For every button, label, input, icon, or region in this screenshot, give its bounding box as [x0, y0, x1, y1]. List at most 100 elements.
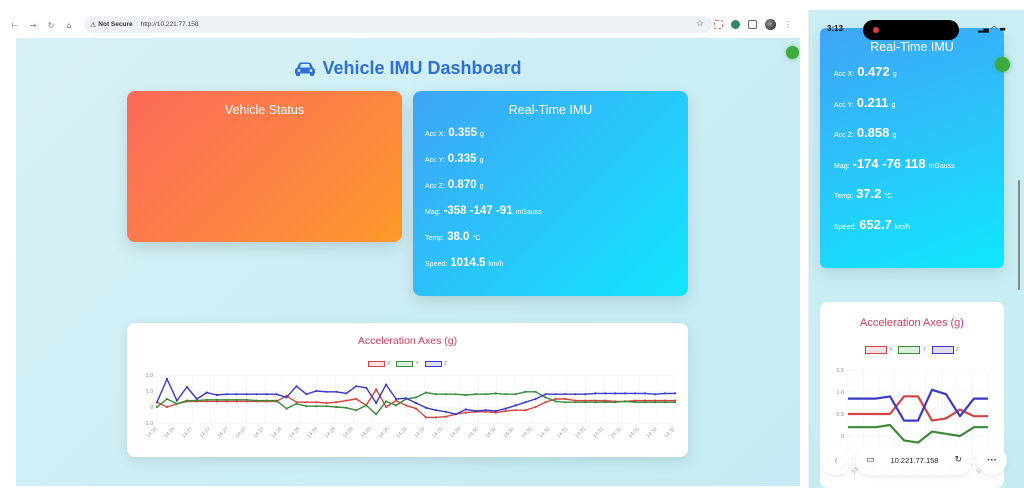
browser-menu-icon[interactable]: ⋮: [784, 20, 792, 29]
imu-row-acc-z: Acc Z: 0.870 g: [425, 179, 484, 191]
signal-wifi-battery-icons: ▂▄ ◠ ▬: [978, 25, 1006, 33]
mobile-connection-status-dot: [995, 57, 1010, 72]
mobile-address-bar[interactable]: ▭ 10.221.77.158 ↻: [856, 445, 972, 475]
svg-text:14:29: 14:29: [395, 426, 408, 439]
home-icon[interactable]: ⌂: [66, 20, 72, 30]
svg-text:14:30: 14:30: [520, 426, 533, 439]
mobile-scrollbar[interactable]: [1018, 180, 1020, 290]
extensions-puzzle-icon[interactable]: [748, 20, 757, 29]
mobile-chart-title: Acceleration Axes (g): [860, 317, 964, 329]
svg-text:1.0: 1.0: [146, 389, 153, 395]
svg-text:14:29: 14:29: [378, 426, 391, 439]
car-icon: [295, 62, 316, 76]
acceleration-chart-card: Acceleration Axes (g) X Y Z 2.0 1.: [127, 323, 688, 457]
svg-text:14:27: 14:27: [181, 426, 194, 439]
mobile-imu-row-mag: Mag: -174 -76 118 mGauss: [834, 155, 955, 171]
connection-status-dot: [786, 46, 799, 59]
svg-text:14:27: 14:27: [217, 426, 230, 439]
mobile-view: Real-Time IMU Acc X: 0.472 g Acc Y: 0.21…: [808, 10, 1024, 488]
svg-text:14:29: 14:29: [360, 426, 373, 439]
extension-icons: ⋮: [714, 19, 792, 30]
svg-text:14:31: 14:31: [610, 426, 623, 439]
mobile-legend-item-y[interactable]: Y: [898, 346, 926, 354]
mobile-more-button[interactable]: ···: [977, 445, 1007, 475]
mobile-back-button[interactable]: ‹: [821, 445, 851, 475]
svg-text:14:28: 14:28: [270, 426, 283, 439]
svg-text:14:29: 14:29: [431, 426, 444, 439]
mobile-browser-nav: ‹ ▭ 10.221.77.158 ↻ ···: [821, 445, 1007, 475]
mobile-url[interactable]: 10.221.77.158: [890, 455, 939, 465]
browser-toolbar: ⊢ → ↻ ⌂ ⚠ Not Secure http://10.221.77.15…: [0, 16, 808, 34]
svg-text:1.0: 1.0: [836, 390, 844, 396]
svg-text:14:31: 14:31: [556, 426, 569, 439]
svg-text:14:32: 14:32: [645, 426, 658, 439]
svg-text:14:30: 14:30: [485, 426, 498, 439]
reload-icon[interactable]: ↻: [47, 20, 55, 30]
svg-text:14:31: 14:31: [574, 426, 587, 439]
svg-text:14:29: 14:29: [413, 426, 426, 439]
imu-row-mag: Mag: -358 -147 -91 mGauss: [425, 205, 542, 217]
recording-indicator-icon: [873, 27, 879, 33]
mobile-legend-item-x[interactable]: X: [865, 346, 892, 354]
svg-text:0: 0: [841, 434, 844, 440]
svg-text:14:28: 14:28: [342, 426, 355, 439]
svg-text:14:30: 14:30: [538, 426, 551, 439]
mobile-imu-title: Real-Time IMU: [870, 40, 954, 54]
dashboard-page: Vehicle IMU Dashboard Vehicle Status Rea…: [16, 38, 800, 486]
mobile-reload-icon[interactable]: ↻: [954, 455, 962, 465]
chart-title: Acceleration Axes (g): [357, 335, 458, 347]
desktop-browser: ⊢ → ↻ ⌂ ⚠ Not Secure http://10.221.77.15…: [0, 10, 808, 488]
svg-text:1.5: 1.5: [836, 368, 844, 374]
acceleration-line-chart[interactable]: 2.01.00-1.014:26 14:26 14:27 14:27 14:27 14:2…: [127, 323, 688, 457]
mobile-chart-legend: X Y Z: [820, 346, 1004, 354]
mobile-imu-row-acc-y: Acc Y: 0.211 g: [834, 94, 896, 110]
svg-text:14:31: 14:31: [628, 426, 641, 439]
svg-text:14:26: 14:26: [145, 426, 158, 439]
speed-value: 1014.5: [450, 257, 486, 269]
vehicle-status-card: Vehicle Status: [127, 91, 402, 242]
temp-value: 38.0: [447, 231, 470, 243]
acc-x-value: 0.355: [448, 127, 478, 139]
profile-avatar-icon[interactable]: [765, 19, 776, 30]
svg-text:0.5: 0.5: [836, 412, 844, 418]
dynamic-island: [863, 20, 959, 40]
svg-text:14:28: 14:28: [288, 426, 301, 439]
legend-item-z[interactable]: Z: [424, 361, 447, 367]
security-indicator[interactable]: ⚠ Not Secure: [90, 20, 133, 29]
imu-row-speed: Speed: 1014.5 km/h: [425, 257, 504, 269]
imu-readings: Acc X: 0.355 g Acc Y: 0.335 g Acc Z: 0.8…: [413, 127, 688, 283]
screenshot-extension-icon[interactable]: [714, 20, 723, 29]
mag-value: -358 -147 -91: [443, 205, 513, 217]
svg-text:14:27: 14:27: [252, 426, 265, 439]
svg-text:14:28: 14:28: [324, 426, 337, 439]
address-bar[interactable]: ⚠ Not Secure http://10.221.77.158 ☆: [84, 16, 712, 33]
acc-y-value: 0.335: [447, 153, 477, 165]
mobile-legend-item-z[interactable]: Z: [931, 346, 959, 354]
svg-text:14:26: 14:26: [163, 426, 176, 439]
back-icon[interactable]: ⊢: [11, 20, 19, 30]
mobile-imu-readings: Acc X: 0.472 g Acc Y: 0.211 g Acc Z: 0.8…: [820, 64, 1004, 247]
mobile-imu-row-temp: Temp: 37.2 °C: [834, 186, 893, 201]
svg-text:14:27: 14:27: [199, 426, 212, 439]
legend-item-y[interactable]: Y: [396, 361, 419, 367]
page-title: Vehicle IMU Dashboard: [16, 58, 800, 79]
mobile-imu-row-speed: Speed: 652.7 km/h: [834, 216, 910, 232]
bookmark-star-icon[interactable]: ☆: [695, 19, 704, 29]
warning-icon: ⚠: [90, 20, 97, 29]
svg-text:14:30: 14:30: [467, 426, 480, 439]
mobile-imu-row-acc-z: Acc Z: 0.858 g: [834, 125, 897, 140]
chart-legend: X Y Z: [127, 361, 688, 367]
imu-row-acc-x: Acc X: 0.355 g: [425, 127, 484, 139]
green-extension-icon[interactable]: [731, 20, 740, 29]
svg-text:14:28: 14:28: [306, 426, 319, 439]
svg-text:14:27: 14:27: [235, 426, 248, 439]
legend-item-x[interactable]: X: [368, 361, 390, 367]
svg-text:0: 0: [150, 405, 153, 411]
forward-icon[interactable]: →: [29, 20, 37, 30]
svg-text:14:31: 14:31: [592, 426, 605, 439]
tabs-icon[interactable]: ▭: [866, 455, 875, 465]
realtime-imu-card: Real-Time IMU Acc X: 0.355 g Acc Y: 0.33…: [413, 91, 688, 296]
svg-text:2.0: 2.0: [146, 373, 153, 379]
url-text[interactable]: http://10.221.77.158: [140, 21, 199, 28]
mobile-clock: 3:13: [827, 24, 844, 33]
